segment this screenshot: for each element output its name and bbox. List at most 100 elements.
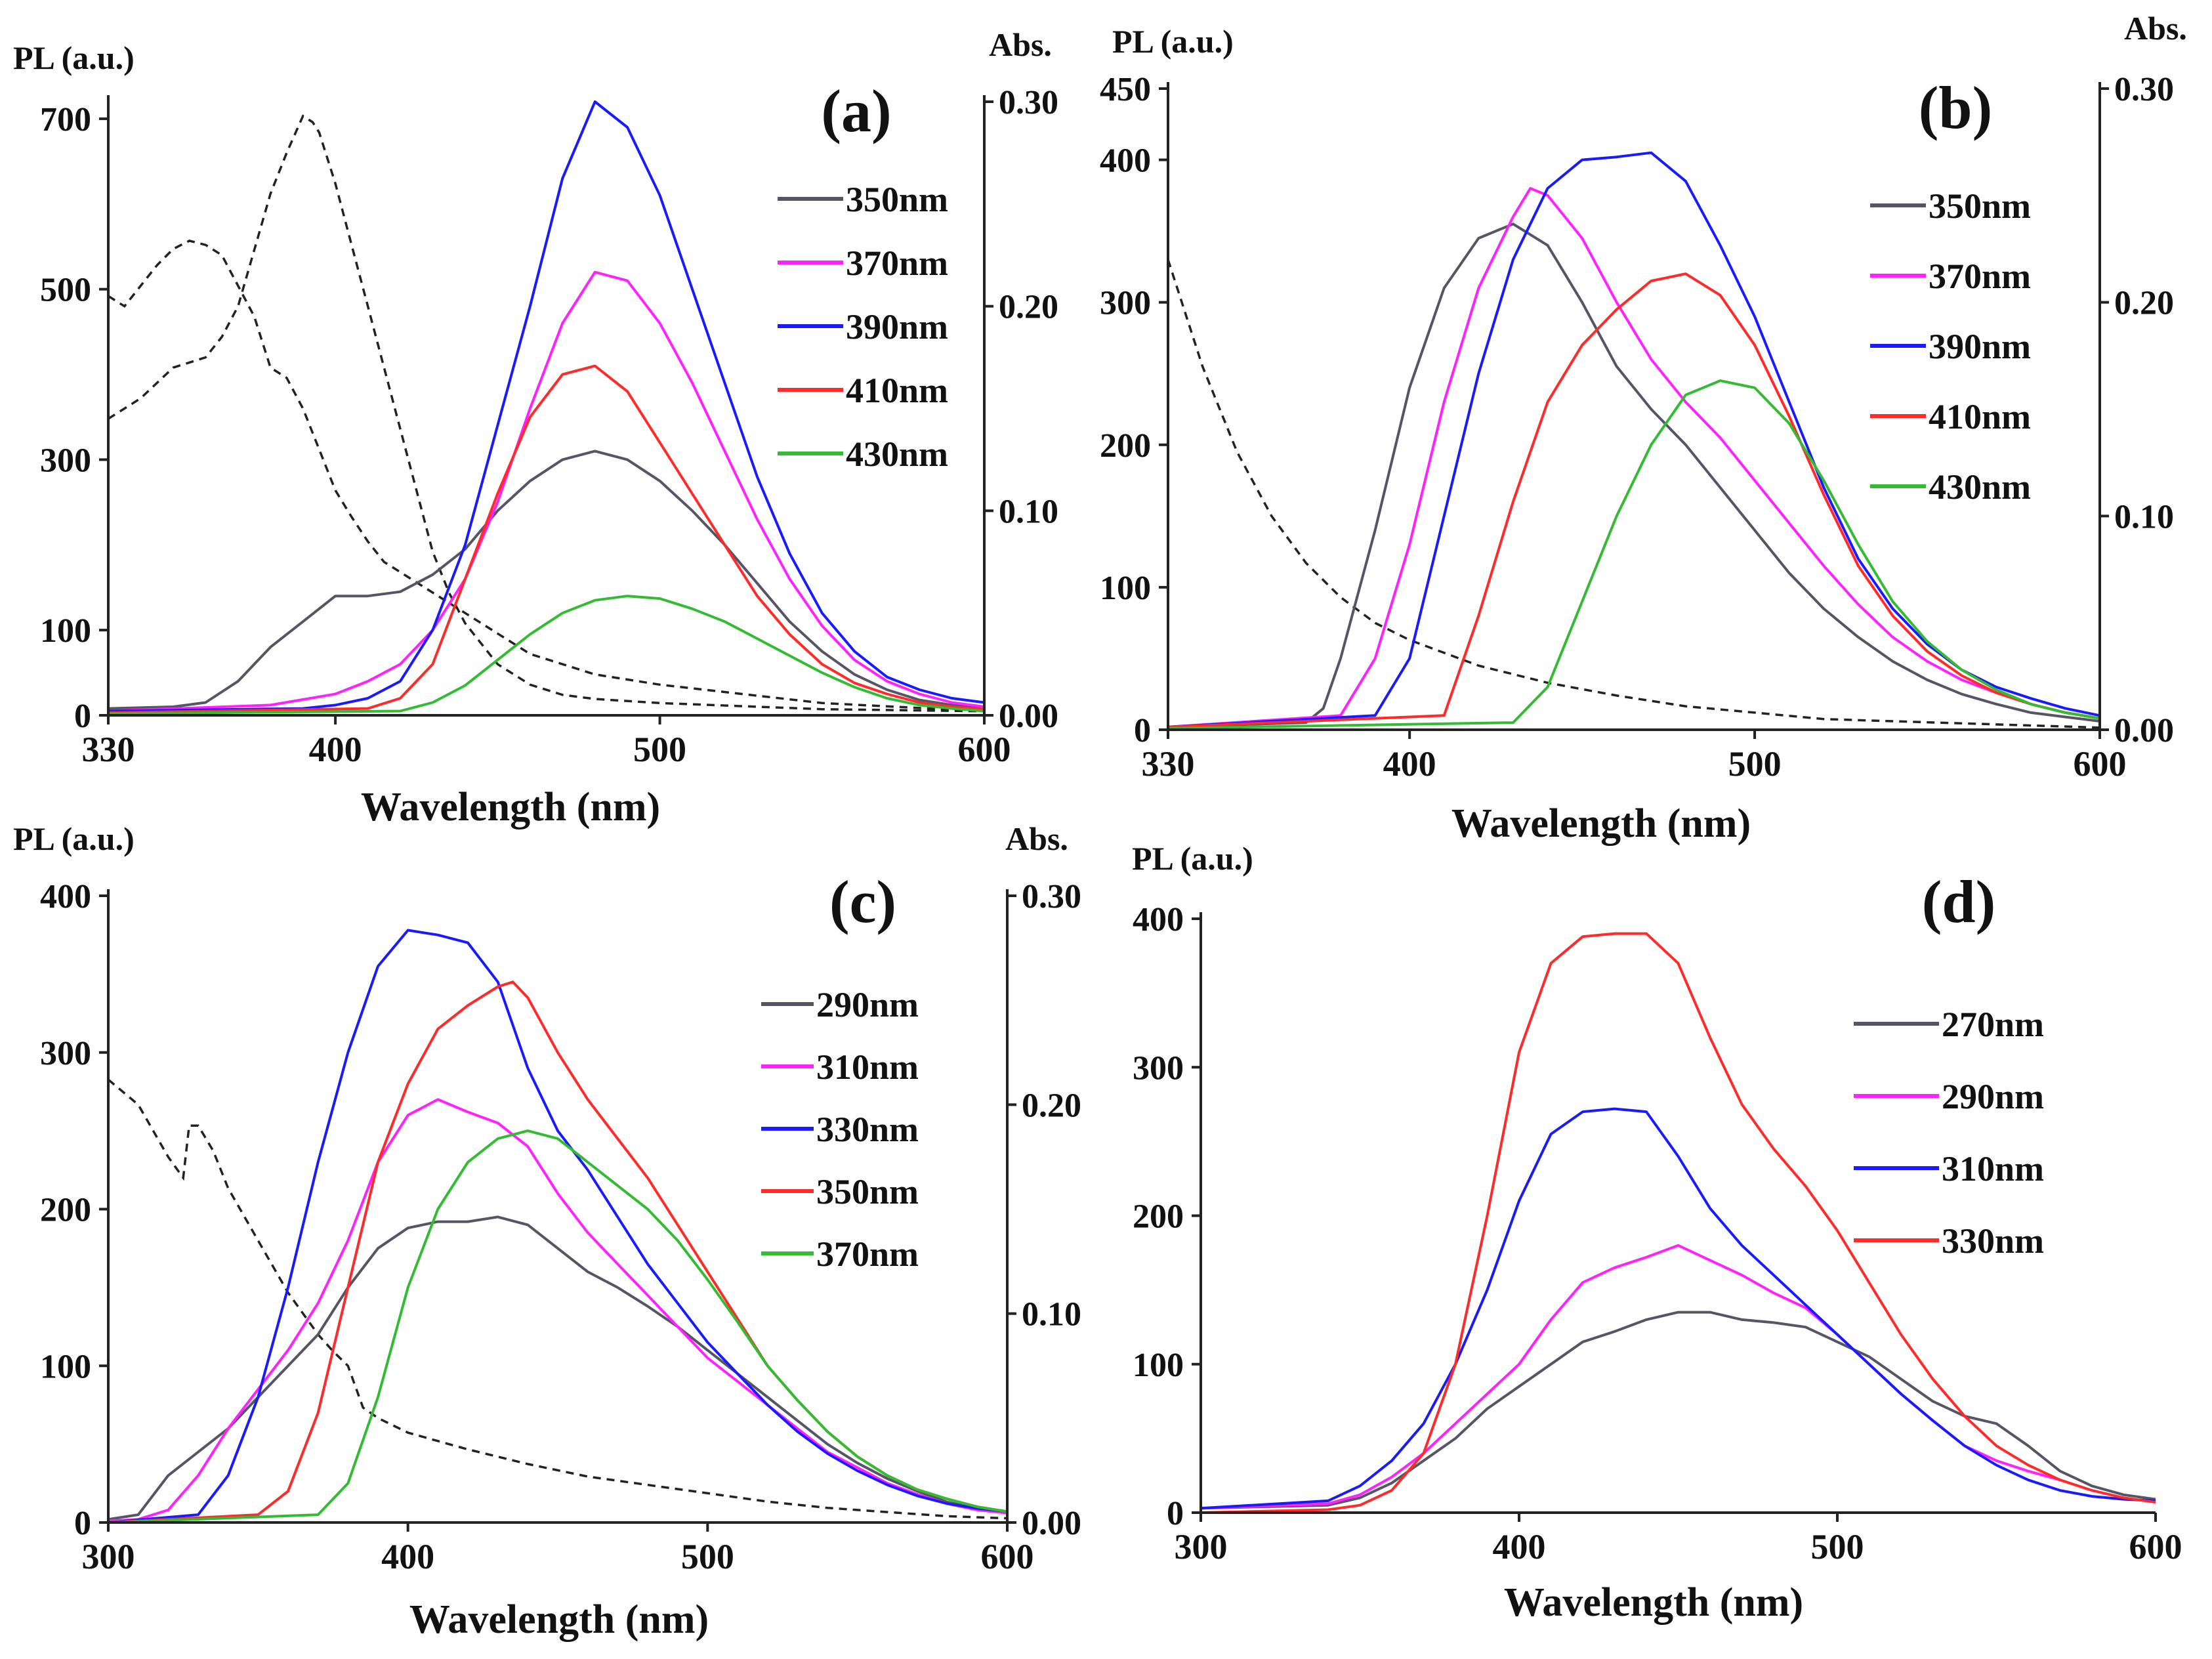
panel-label: (c) <box>829 868 896 935</box>
x-tick-label: 500 <box>681 1537 734 1576</box>
series-line-350nm <box>108 450 985 710</box>
x-tick-label: 600 <box>958 730 1011 769</box>
legend-label: 350nm <box>1929 186 2031 226</box>
panel-a: 330 400 500 600 0 100 300 500 700 0.00 0.10 0.20 0.3… <box>13 26 1058 830</box>
series-line-310nm <box>108 1098 1008 1522</box>
legend-label: 330nm <box>816 1110 919 1149</box>
absorbance-line <box>1167 259 2100 729</box>
absorbance-line <box>107 1078 1008 1520</box>
x-tick-label: 300 <box>1175 1527 1228 1566</box>
series-line-370nm <box>108 1129 1008 1524</box>
y-tick-label: 0 <box>1134 712 1151 749</box>
x-tick-label: 400 <box>309 730 362 769</box>
legend-label: 270nm <box>1942 1005 2044 1044</box>
series-line-370nm <box>108 270 985 713</box>
legend-label: 390nm <box>846 307 948 346</box>
legend-label: 430nm <box>846 434 948 474</box>
y-tick-label: 450 <box>1100 71 1151 108</box>
y2-tick-label: 0.00 <box>2114 712 2174 749</box>
x-axis-title: Wavelength (nm) <box>361 785 660 830</box>
series-line-330nm <box>108 929 1008 1524</box>
y-axis-title: PL (a.u.) <box>1132 840 1253 877</box>
panel-label: (a) <box>821 77 891 144</box>
y-tick-label: 300 <box>40 1035 91 1072</box>
legend-label: 410nm <box>846 371 948 410</box>
legend-label: 370nm <box>846 243 948 283</box>
series-line-390nm <box>108 100 985 713</box>
y-tick-label: 300 <box>1133 1049 1184 1087</box>
y-tick-label: 300 <box>1100 285 1151 322</box>
y2-tick-label: 0.20 <box>1022 1087 1081 1124</box>
y2-tick-label: 0.10 <box>1022 1296 1081 1334</box>
panel-c: 300 400 500 600 0 100 200 300 400 0.00 0.10 0.20 0.3… <box>13 820 1081 1642</box>
x-tick-label: 500 <box>633 730 686 769</box>
series-line-410nm <box>108 364 985 715</box>
legend-label: 310nm <box>1942 1149 2044 1188</box>
legend-label: 430nm <box>1929 467 2031 507</box>
x-tick-label: 600 <box>2074 744 2127 784</box>
x-tick-label: 330 <box>1142 744 1195 784</box>
y-tick-label: 400 <box>1100 142 1151 180</box>
series-line-350nm <box>1167 222 2100 728</box>
y-tick-label: 200 <box>1133 1198 1184 1236</box>
y-tick-label: 0 <box>1167 1495 1184 1532</box>
legend-label: 350nm <box>846 180 948 219</box>
x-axis-title: Wavelength (nm) <box>409 1597 709 1642</box>
y2-tick-label: 0.20 <box>999 289 1058 326</box>
y2-axis-title: Abs. <box>989 26 1052 63</box>
legend-label: 370nm <box>1929 257 2031 296</box>
y-tick-label: 100 <box>40 612 91 650</box>
legend-label: 290nm <box>816 985 919 1024</box>
y-tick-label: 400 <box>1133 901 1184 938</box>
y-axis-title: PL (a.u.) <box>1112 23 1234 60</box>
y-tick-label: 100 <box>1133 1347 1184 1384</box>
y2-axis-title: Abs. <box>1005 820 1068 857</box>
y-axis-title: PL (a.u.) <box>13 39 135 76</box>
y2-tick-label: 0.10 <box>2114 498 2174 536</box>
series-line-270nm <box>1200 1311 2156 1510</box>
y-tick-label: 500 <box>40 272 91 309</box>
y-tick-label: 100 <box>1100 570 1151 607</box>
panel-label: (b) <box>1919 74 1992 141</box>
x-tick-label: 300 <box>82 1537 135 1576</box>
y2-tick-label: 0.30 <box>2114 71 2174 108</box>
y2-tick-label: 0.00 <box>999 698 1058 735</box>
y-axis-title: PL (a.u.) <box>13 820 135 857</box>
y2-axis-title: Abs. <box>2124 10 2187 47</box>
legend-label: 370nm <box>816 1234 919 1274</box>
y-tick-label: 200 <box>1100 427 1151 465</box>
series-line-430nm <box>108 595 985 715</box>
series-line-370nm <box>1167 187 2100 728</box>
series-line-330nm <box>1200 932 2156 1514</box>
y2-tick-label: 0.30 <box>999 84 1058 121</box>
y2-tick-label: 0.30 <box>1022 878 1081 915</box>
y2-tick-label: 0.00 <box>1022 1505 1081 1542</box>
series-line-410nm <box>1167 272 2100 728</box>
y2-tick-label: 0.10 <box>999 493 1058 530</box>
x-tick-label: 400 <box>1493 1527 1546 1566</box>
y-tick-label: 0 <box>74 698 91 735</box>
x-axis-title: Wavelength (nm) <box>1504 1580 1803 1625</box>
legend-label: 350nm <box>816 1172 919 1211</box>
legend-label: 290nm <box>1942 1077 2044 1116</box>
panel-b: 330 400 500 600 0 100 200 300 400 450 0.00 0.10 0.20… <box>1100 10 2187 846</box>
x-tick-label: 400 <box>381 1537 434 1576</box>
y-tick-label: 0 <box>74 1505 91 1542</box>
legend-label: 310nm <box>816 1047 919 1087</box>
y-tick-label: 400 <box>40 878 91 915</box>
y-tick-label: 300 <box>40 442 91 479</box>
x-tick-label: 330 <box>82 730 135 769</box>
legend-label: 410nm <box>1929 397 2031 436</box>
legend-label: 390nm <box>1929 327 2031 366</box>
x-tick-label: 500 <box>1811 1527 1864 1566</box>
series-line-430nm <box>1167 379 2100 730</box>
y-tick-label: 700 <box>40 101 91 138</box>
x-tick-label: 600 <box>2129 1527 2182 1566</box>
y-tick-label: 200 <box>40 1192 91 1229</box>
y2-tick-label: 0.20 <box>2114 285 2174 322</box>
x-tick-label: 400 <box>1383 744 1436 784</box>
y-tick-label: 100 <box>40 1348 91 1385</box>
